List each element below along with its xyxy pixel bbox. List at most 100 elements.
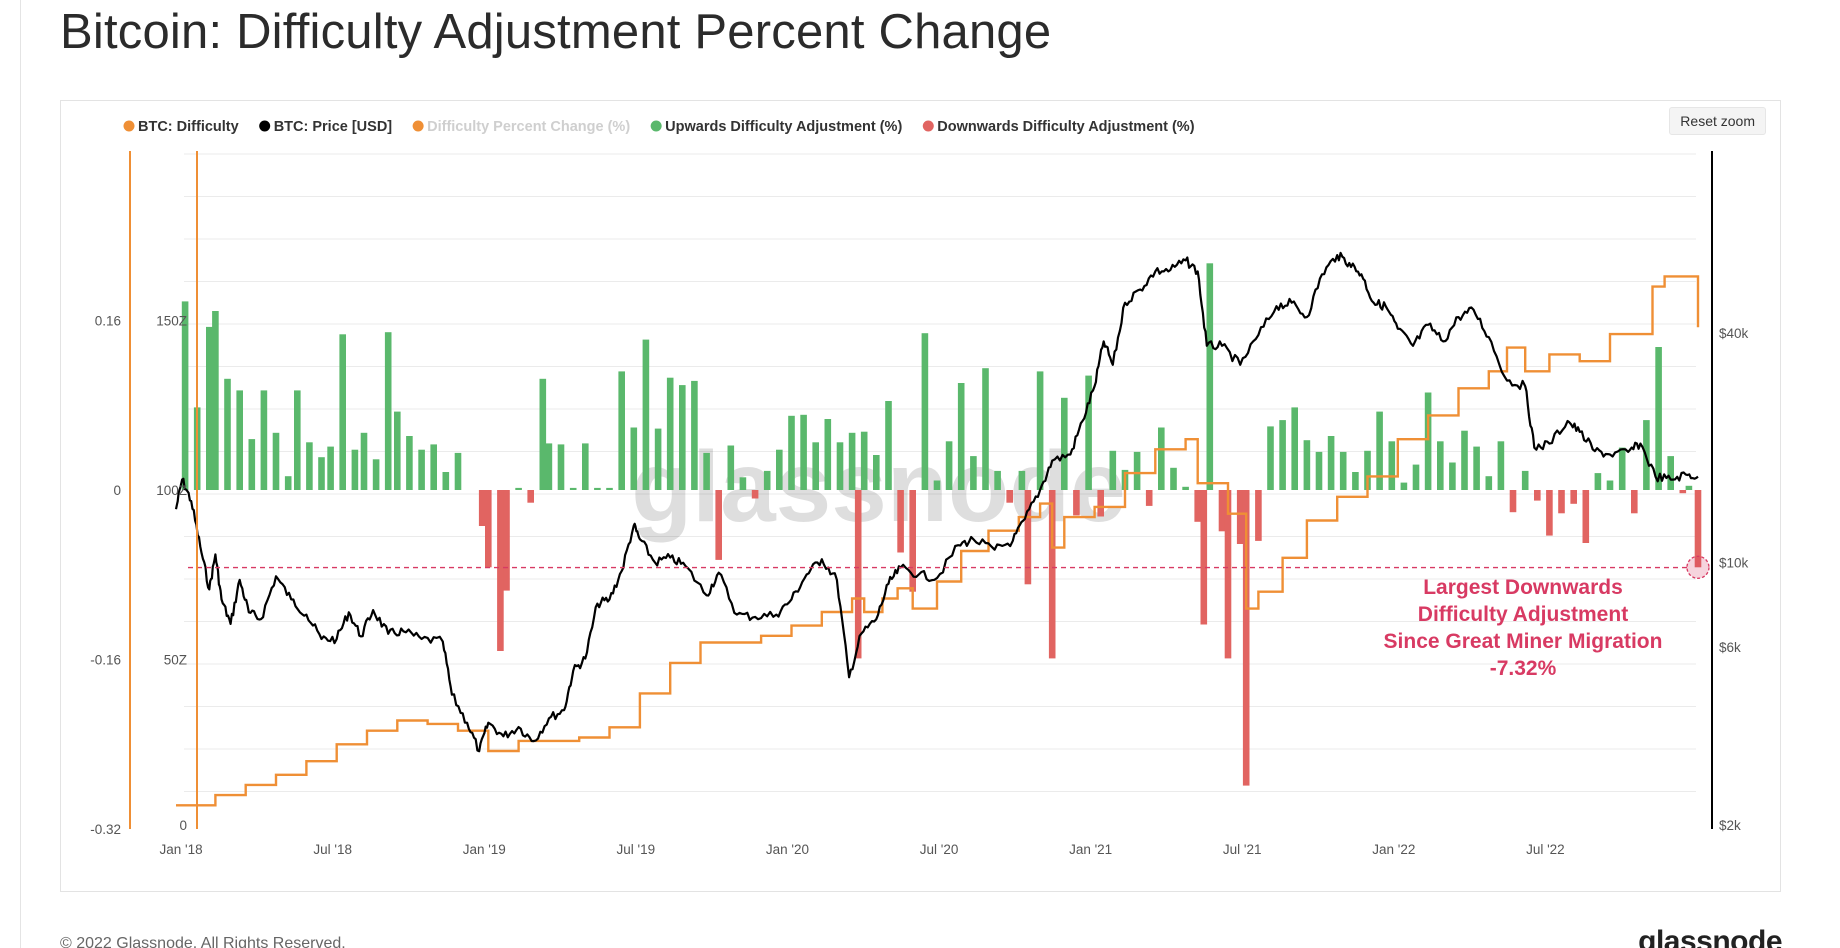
upward-adjustment-bar (946, 441, 953, 490)
upward-adjustment-bar (206, 327, 213, 490)
x-tick-label: Jan '18 (160, 842, 203, 857)
upward-adjustment-bar (1401, 483, 1408, 490)
upward-adjustment-bar (1158, 428, 1165, 491)
upward-adjustment-bar (1437, 441, 1444, 490)
downward-adjustment-bar (1631, 490, 1638, 513)
downward-adjustment-bar (715, 490, 722, 560)
downward-adjustment-bar (485, 490, 492, 567)
upward-adjustment-bar (643, 340, 650, 490)
upward-adjustment-bar (812, 442, 819, 490)
upward-adjustment-bar (1498, 441, 1505, 490)
upward-adjustment-bar (224, 379, 231, 490)
chart-frame: glassnode 0.160-0.16-0.32150Z100Z50Z0$40… (60, 100, 1781, 892)
upward-adjustment-bar (294, 390, 301, 490)
upward-adjustment-bar (373, 459, 380, 490)
upward-adjustment-bar (443, 472, 450, 490)
reset-zoom-button[interactable]: Reset zoom (1669, 107, 1766, 135)
upward-adjustment-bar (1037, 371, 1044, 490)
upward-adjustment-bar (728, 446, 735, 491)
x-tick-label: Jan '21 (1069, 842, 1112, 857)
upward-adjustment-bar (1170, 468, 1177, 490)
upward-adjustment-bar (1667, 456, 1674, 490)
upward-adjustment-bar (667, 378, 674, 490)
downward-adjustment-bar (1255, 490, 1262, 541)
downward-adjustment-bar (1073, 490, 1080, 515)
downward-adjustment-bar (1219, 490, 1226, 531)
reference-marker (1687, 556, 1709, 578)
chart-svg: glassnode 0.160-0.16-0.32150Z100Z50Z0$40… (61, 101, 1780, 891)
upward-adjustment-bar (273, 433, 280, 490)
downward-adjustment-bar (479, 490, 486, 526)
price-tick-label: $40k (1719, 326, 1749, 341)
upward-adjustment-bar (261, 390, 268, 490)
downward-adjustment-bar (1510, 490, 1517, 512)
upward-adjustment-bar (800, 415, 807, 490)
upward-adjustment-bar (1655, 347, 1662, 490)
upward-adjustment-bar (631, 428, 638, 491)
price-tick-label: $10k (1719, 555, 1749, 570)
downward-adjustment-bar (1546, 490, 1553, 536)
upward-adjustment-bar (546, 443, 553, 490)
percent-tick-label: 0 (113, 483, 121, 498)
upward-adjustment-bar (339, 334, 346, 490)
difficulty-tick-label: 0 (179, 818, 187, 833)
percent-tick-label: 0.16 (95, 314, 121, 329)
price-tick-label: $2k (1719, 818, 1741, 833)
upward-adjustment-bar (606, 488, 613, 490)
downward-adjustment-bar (503, 490, 510, 591)
upward-adjustment-bar (776, 450, 783, 490)
legend-label: Difficulty Percent Change (%) (427, 119, 630, 135)
downward-adjustment-bar (1570, 490, 1577, 504)
upward-adjustment-bar (570, 488, 577, 490)
upward-adjustment-bar (1134, 452, 1141, 490)
upward-adjustment-bar (1486, 476, 1493, 490)
legend-marker (923, 121, 934, 132)
brand-logo: glassnode (1638, 925, 1782, 948)
upward-adjustment-bar (922, 333, 929, 490)
legend-label: Downwards Difficulty Adjustment (%) (937, 119, 1194, 135)
x-tick-label: Jul '22 (1526, 842, 1565, 857)
upward-adjustment-bar (594, 488, 601, 490)
upward-adjustment-bar (825, 419, 832, 490)
upward-adjustment-bar (1328, 436, 1335, 490)
upward-adjustment-bar (1473, 447, 1480, 490)
upward-adjustment-bar (994, 471, 1001, 490)
upward-adjustment-bar (385, 332, 392, 490)
x-tick-label: Jul '18 (313, 842, 352, 857)
upward-adjustment-bar (430, 444, 437, 490)
legend-marker (651, 121, 662, 132)
upward-adjustment-bar (837, 442, 844, 490)
downward-adjustment-bar (527, 490, 534, 503)
downward-adjustment-bar (752, 490, 759, 499)
upward-adjustment-bar (764, 471, 771, 490)
upward-adjustment-bar (1607, 481, 1614, 491)
upward-adjustment-bar (970, 456, 977, 490)
upward-adjustment-bar (1110, 451, 1117, 490)
upward-adjustment-bar (1376, 412, 1383, 490)
upward-adjustment-bar (1461, 431, 1468, 490)
upward-adjustment-bar (1207, 263, 1214, 490)
upward-adjustment-bar (885, 401, 892, 490)
upward-adjustment-bar (212, 311, 219, 490)
upward-adjustment-bar (1425, 393, 1432, 491)
upward-adjustment-bar (558, 444, 565, 490)
upward-adjustment-bar (1182, 487, 1189, 490)
annotation-line: Largest Downwards (1423, 576, 1623, 599)
legend-marker (259, 121, 270, 132)
downward-adjustment-bar (497, 490, 504, 651)
downward-adjustment-bar (1237, 490, 1244, 544)
downward-adjustment-bar (1583, 490, 1590, 543)
upward-adjustment-bar (285, 476, 292, 490)
downward-adjustment-bar (1006, 490, 1013, 503)
downward-adjustment-bar (1558, 490, 1565, 513)
upward-adjustment-bar (982, 368, 989, 490)
upward-adjustment-bar (236, 390, 243, 490)
difficulty-tick-label: 150Z (156, 314, 187, 329)
upward-adjustment-bar (515, 488, 522, 490)
legend-label: BTC: Difficulty (138, 119, 239, 135)
upward-adjustment-bar (582, 443, 589, 490)
upward-adjustment-bar (394, 412, 401, 490)
copyright-text: © 2022 Glassnode. All Rights Reserved. (60, 935, 346, 948)
upward-adjustment-bar (1352, 472, 1359, 490)
downward-adjustment-bar (1680, 490, 1687, 493)
